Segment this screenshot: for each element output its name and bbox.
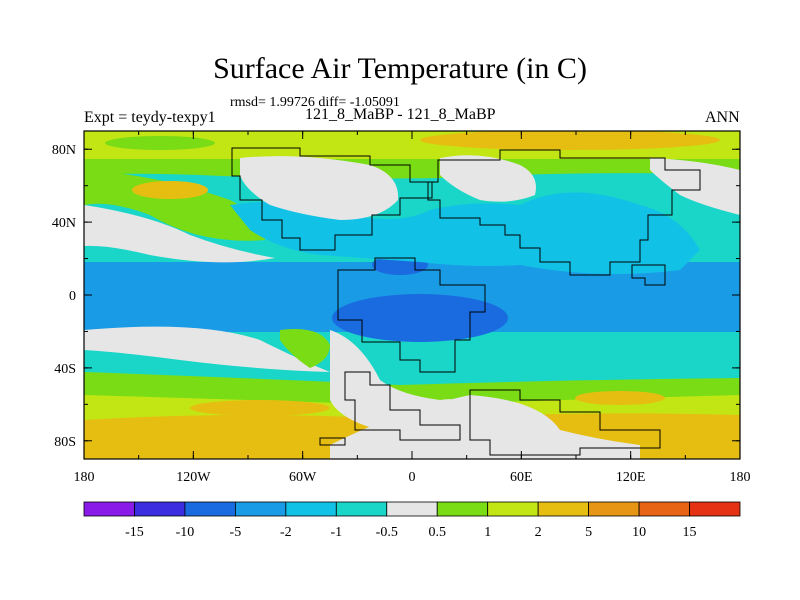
colorbar-swatch	[184, 501, 236, 517]
colorbar-label: -1	[330, 525, 342, 540]
south-pacific-warm	[190, 400, 330, 416]
y-tick-label: 40S	[54, 362, 76, 377]
north-pacific-green	[84, 170, 265, 241]
y-tick-label: 80N	[52, 143, 76, 158]
y-tick-label: 0	[69, 289, 76, 304]
colorbar-label: -15	[125, 525, 144, 540]
colorbar-swatch	[588, 501, 640, 517]
arctic-warm-patch	[420, 131, 720, 150]
colorbar-swatch	[436, 501, 489, 517]
colorbar-swatch	[638, 501, 690, 517]
x-tick-label: 180	[74, 470, 95, 485]
colorbar-swatch	[487, 501, 539, 517]
south-pacific-neutral	[84, 326, 330, 372]
antarctica-outline	[469, 389, 661, 456]
x-tick-label: 120W	[176, 470, 211, 485]
colorbar-swatch	[537, 501, 590, 517]
eurasia-outline	[427, 149, 701, 276]
south-continent-outline	[344, 371, 461, 441]
colorbar-label: -0.5	[376, 525, 398, 540]
x-tick-label: 0	[409, 470, 416, 485]
arctic-pacific-patch	[105, 136, 215, 150]
colorbar-label: 0.5	[428, 525, 446, 540]
north-pacific-neutral	[84, 205, 275, 263]
colorbar-label: -5	[230, 525, 242, 540]
island-outline	[631, 264, 666, 286]
north-pacific-warm	[132, 181, 208, 199]
temperature-field	[84, 131, 740, 459]
x-tick-label: 180	[730, 470, 751, 485]
colorbar-swatch	[83, 501, 135, 517]
antarctica-neutral	[330, 395, 640, 459]
colorbar-swatch	[234, 501, 287, 517]
y-tick-label: 80S	[54, 435, 76, 450]
colorbar-swatch	[689, 501, 741, 517]
colorbar-swatch	[335, 501, 388, 517]
colorbar	[83, 501, 741, 517]
africa-south-america-outline	[337, 257, 486, 373]
y-tick-label: 40N	[52, 216, 76, 231]
map-title: Surface Air Temperature (in C)	[213, 52, 587, 85]
colorbar-label: 15	[683, 525, 697, 540]
colorbar-label: 1	[484, 525, 491, 540]
eurasia-neutral	[440, 155, 536, 202]
atlantic-cooling-core	[332, 294, 508, 342]
colorbar-label: 2	[535, 525, 542, 540]
north-america-outline	[231, 147, 433, 251]
colorbar-labels: -15 -10 -5 -2 -1 -0.5 0.5 1 2 5 10 15	[125, 525, 696, 540]
y-tick-labels: 80N 40N 0 40S 80S	[52, 143, 76, 450]
stats-line: rmsd= 1.99726 diff= -1.05091	[230, 95, 400, 110]
colorbar-label: -2	[280, 525, 292, 540]
small-island-outline	[319, 437, 346, 446]
case-label: 121_8_MaBP - 121_8_MaBP	[305, 106, 496, 123]
x-tick-label: 60W	[289, 470, 317, 485]
colorbar-swatch	[285, 501, 337, 517]
colorbar-swatch	[386, 501, 438, 517]
colorbar-label: -10	[176, 525, 195, 540]
x-tick-label: 60E	[510, 470, 533, 485]
north-america-neutral	[240, 156, 399, 220]
southern-continent-neutral	[330, 330, 480, 437]
x-tick-label: 120E	[616, 470, 646, 485]
northern-continent-cooling	[230, 192, 700, 274]
x-tick-labels: 180 120W 60W 0 60E 120E 180	[74, 470, 751, 485]
colorbar-label: 5	[585, 525, 592, 540]
experiment-label: Expt = teydy-texpy1	[84, 109, 216, 126]
colorbar-swatch	[134, 501, 186, 517]
east-asia-neutral	[650, 158, 740, 215]
southern-indian-warm	[575, 391, 665, 405]
colorbar-label: 10	[632, 525, 646, 540]
continent-outlines	[231, 147, 701, 456]
tick-marks	[83, 131, 741, 459]
season-label: ANN	[705, 109, 740, 126]
south-pacific-green	[280, 329, 330, 368]
